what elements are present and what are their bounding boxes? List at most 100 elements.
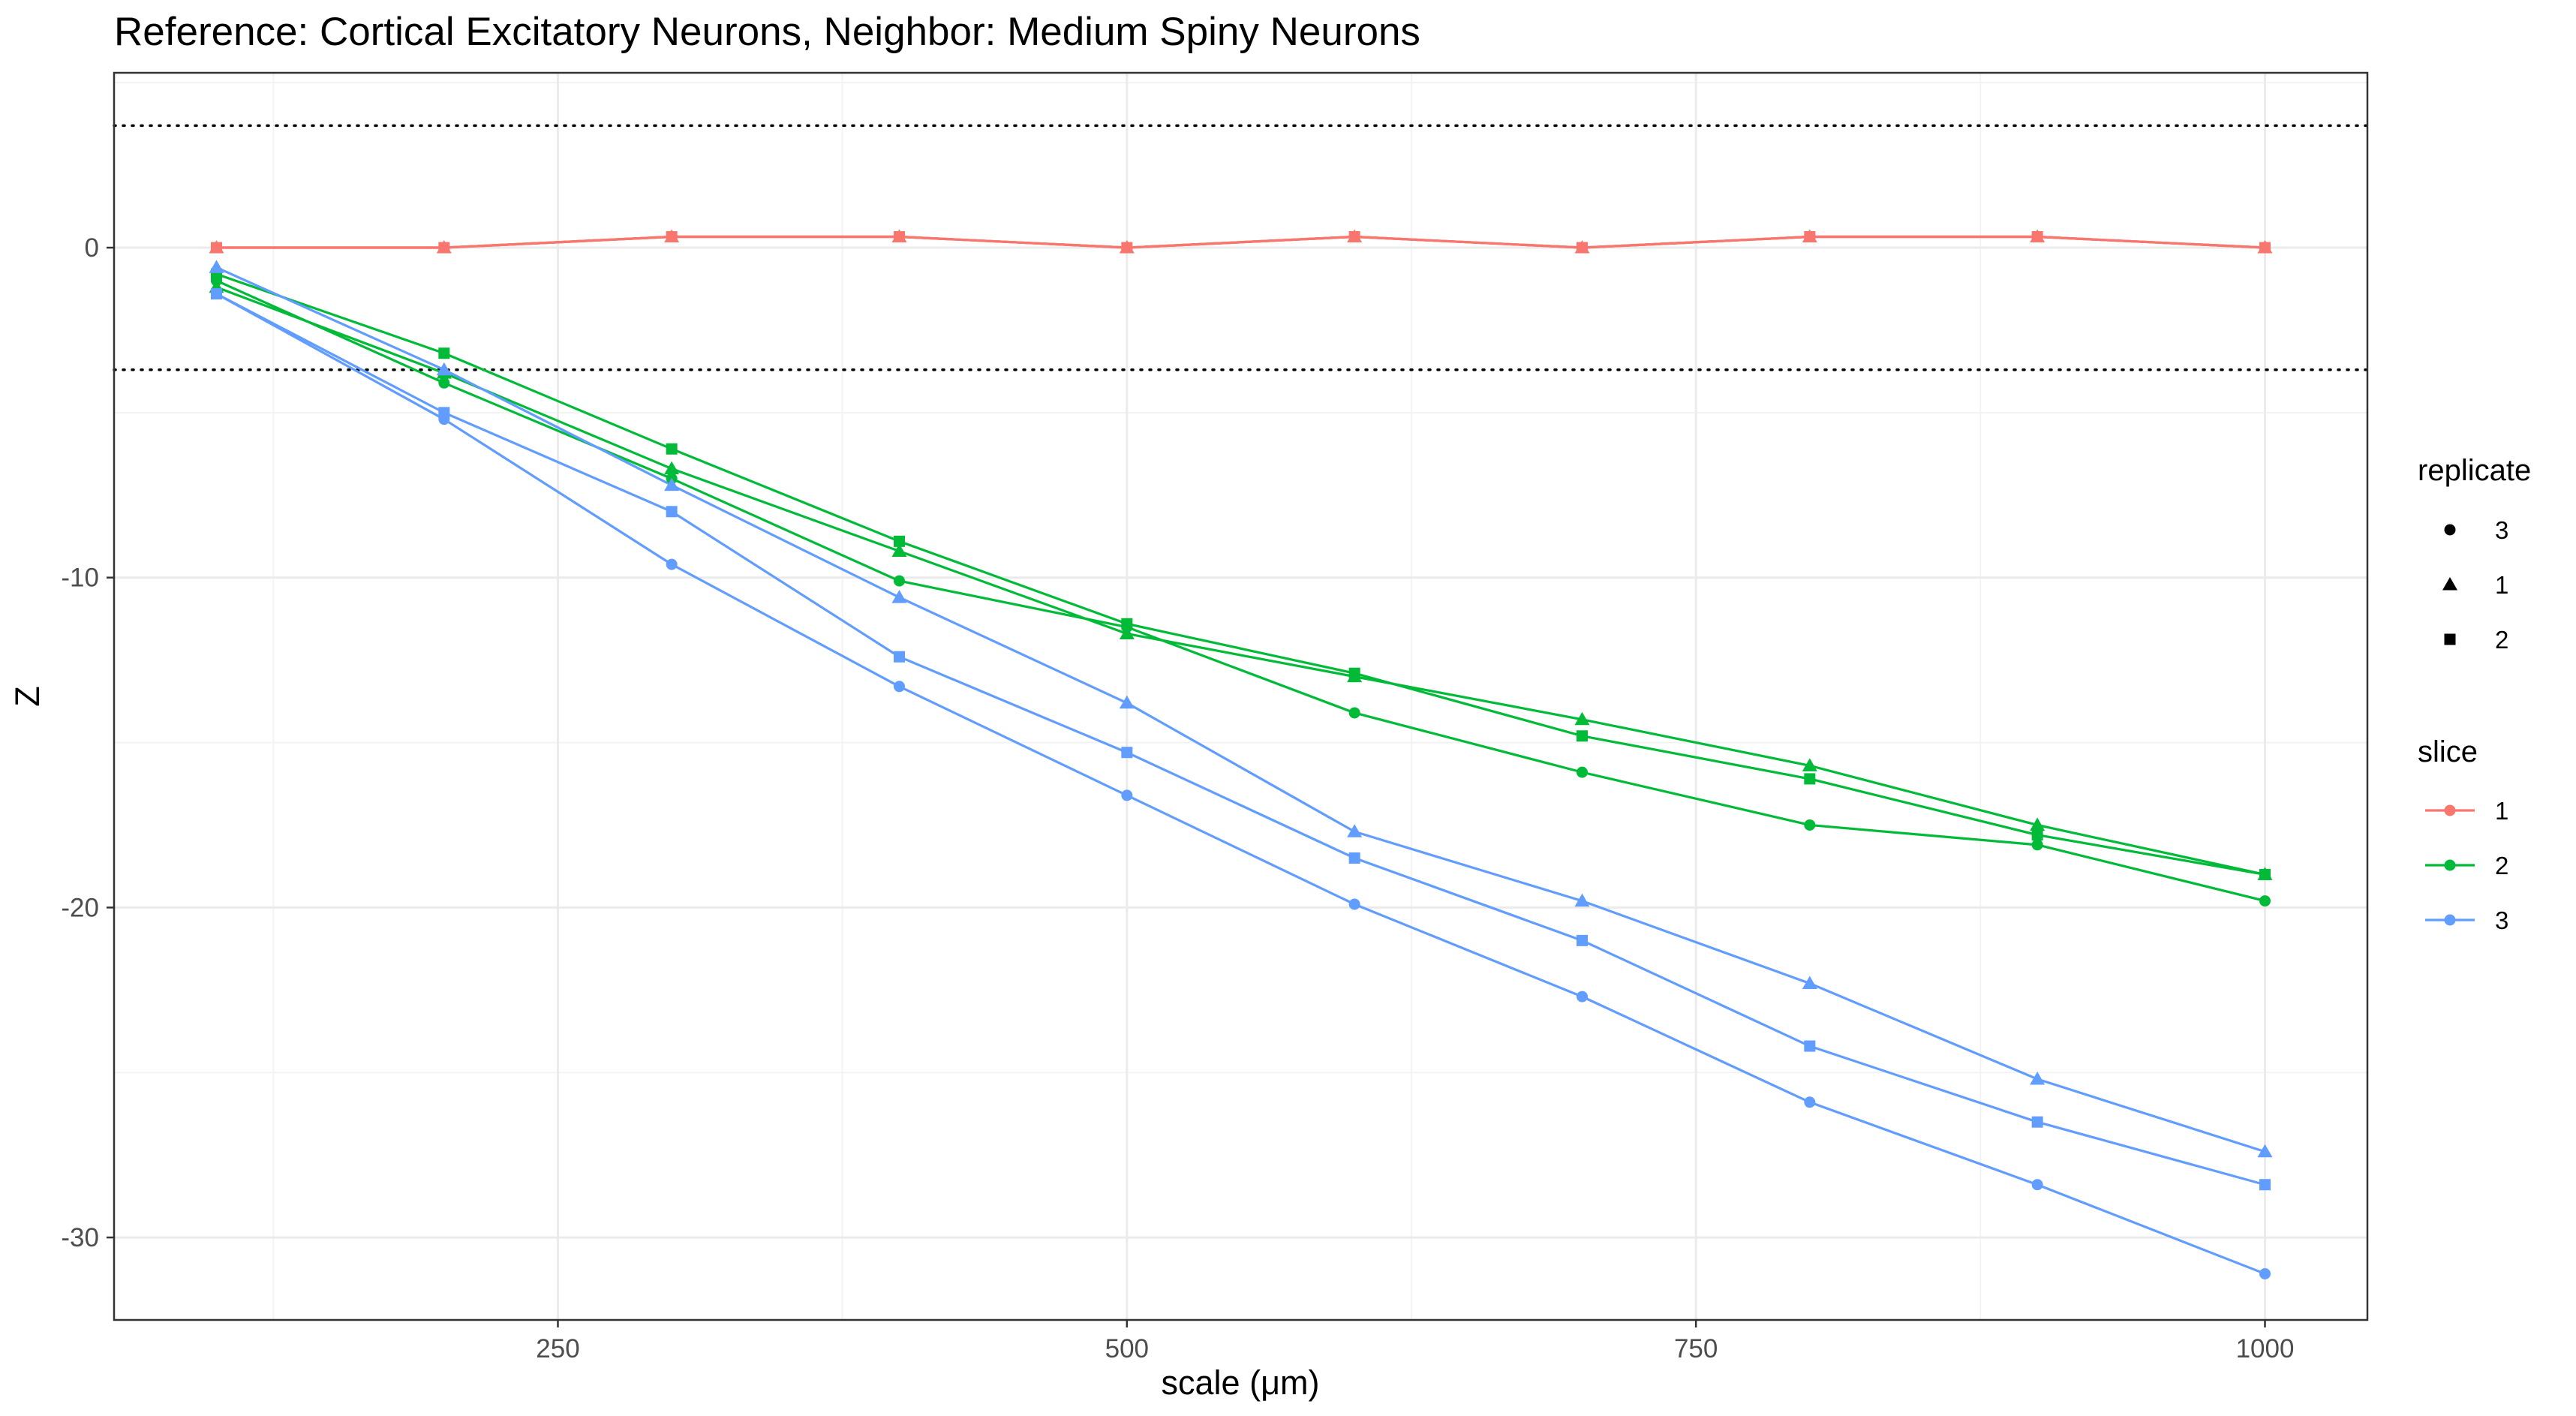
data-point-slice-3-replicate-1 xyxy=(2030,1072,2045,1085)
data-point-slice-3-replicate-3 xyxy=(666,558,678,570)
legend-replicate: replicate 3 1 2 xyxy=(2418,454,2531,654)
data-point-slice-2-replicate-2 xyxy=(1121,618,1133,630)
data-point-slice-2-replicate-2 xyxy=(2259,868,2271,880)
series-line-slice-3-replicate-1 xyxy=(215,266,2265,1153)
data-point-slice-3-replicate-3 xyxy=(2259,1267,2271,1279)
data-point-slice-3-replicate-2 xyxy=(666,506,678,518)
data-point-slice-3-replicate-2 xyxy=(1577,934,1588,946)
data-point-slice-1-replicate-2 xyxy=(2259,242,2271,254)
y-axis-title: Z xyxy=(8,686,47,707)
y-tick-label: 0 xyxy=(85,233,99,263)
legend-replicate-key-3 xyxy=(2444,524,2456,536)
data-point-slice-3-replicate-1 xyxy=(2257,1144,2273,1158)
data-point-slice-1-replicate-2 xyxy=(1121,242,1133,254)
data-point-slice-1-replicate-2 xyxy=(2031,231,2043,243)
y-tick-label: -20 xyxy=(61,893,99,922)
data-point-slice-3-replicate-3 xyxy=(1348,898,1360,910)
data-point-slice-3-replicate-2 xyxy=(2259,1179,2271,1191)
data-point-slice-3-replicate-3 xyxy=(1577,991,1588,1003)
data-point-slice-3-replicate-3 xyxy=(894,681,905,693)
series-line-slice-2-replicate-3 xyxy=(215,279,2265,903)
y-tick-label: -30 xyxy=(61,1223,99,1252)
data-point-slice-2-replicate-3 xyxy=(1804,819,1816,831)
data-point-slice-3-replicate-2 xyxy=(1348,852,1360,864)
data-point-slice-1-replicate-2 xyxy=(1577,242,1588,254)
data-point-slice-2-replicate-3 xyxy=(2259,895,2271,907)
x-tick-label: 750 xyxy=(1674,1334,1718,1363)
data-point-slice-3-replicate-1 xyxy=(1347,824,1363,837)
data-point-slice-3-replicate-2 xyxy=(2031,1116,2043,1128)
data-point-slice-3-replicate-1 xyxy=(1802,976,1817,990)
legend-replicate-label-3: 3 xyxy=(2495,516,2508,544)
data-point-slice-1-replicate-2 xyxy=(438,242,450,254)
data-point-slice-1-replicate-2 xyxy=(211,242,222,254)
x-tick-label: 250 xyxy=(536,1334,579,1363)
data-point-slice-1-replicate-2 xyxy=(1348,231,1360,243)
data-point-slice-2-replicate-2 xyxy=(438,347,450,359)
series-line-slice-2-replicate-2 xyxy=(215,272,2265,876)
data-point-slice-3-replicate-2 xyxy=(211,288,222,300)
data-point-slice-3-replicate-1 xyxy=(664,477,680,492)
data-point-slice-2-replicate-2 xyxy=(894,535,905,547)
data-point-slice-2-replicate-3 xyxy=(438,377,450,389)
data-point-slice-2-replicate-2 xyxy=(1348,667,1360,679)
series-line-slice-3-replicate-2 xyxy=(215,293,2265,1186)
legend-replicate-title: replicate xyxy=(2418,454,2531,487)
data-point-slice-3-replicate-3 xyxy=(1121,789,1133,801)
data-point-slice-2-replicate-3 xyxy=(894,575,905,587)
data-point-slice-1-replicate-2 xyxy=(1804,231,1816,243)
data-point-slice-3-replicate-2 xyxy=(1121,747,1133,759)
data-point-slice-2-replicate-2 xyxy=(2031,829,2043,841)
legend-replicate-key-1 xyxy=(2442,577,2457,591)
data-point-slice-2-replicate-1 xyxy=(2030,817,2045,831)
data-point-slice-2-replicate-1 xyxy=(1802,758,1817,771)
legend-slice-label-1: 1 xyxy=(2495,797,2508,825)
data-point-slice-3-replicate-1 xyxy=(1574,893,1590,907)
grid-major xyxy=(114,73,2367,1320)
data-point-slice-2-replicate-1 xyxy=(664,461,680,475)
legend-slice-title: slice xyxy=(2418,735,2478,768)
legend-replicate-label-1: 1 xyxy=(2495,571,2508,599)
series-line-slice-3-replicate-3 xyxy=(215,293,2266,1275)
data-point-slice-3-replicate-1 xyxy=(436,362,452,376)
data-point-slice-3-replicate-2 xyxy=(1804,1040,1816,1052)
data-point-slice-3-replicate-2 xyxy=(894,651,905,663)
data-point-slice-2-replicate-1 xyxy=(891,543,907,558)
series-line-slice-1-replicate-2 xyxy=(216,235,2265,249)
x-axis-ticks: 250 500 750 1000 xyxy=(536,1320,2294,1363)
data-point-slice-2-replicate-2 xyxy=(1804,773,1816,785)
data-point-slice-1-replicate-2 xyxy=(666,231,678,243)
data-point-slice-2-replicate-2 xyxy=(666,443,678,455)
legend-replicate-key-2 xyxy=(2444,633,2456,645)
chart-title: Reference: Cortical Excitatory Neurons, … xyxy=(114,10,1420,54)
data-point-slice-2-replicate-1 xyxy=(1119,626,1135,639)
reference-lines xyxy=(113,124,2369,371)
legend-slice-key-3 xyxy=(2444,914,2456,926)
data-point-slice-3-replicate-1 xyxy=(1119,695,1135,709)
y-axis-ticks: 0 -10 -20 -30 xyxy=(61,233,114,1252)
legend-slice-label-2: 2 xyxy=(2495,852,2508,879)
data-point-slice-3-replicate-3 xyxy=(2031,1179,2043,1191)
x-tick-label: 500 xyxy=(1105,1334,1149,1363)
data-point-slice-2-replicate-3 xyxy=(2031,839,2043,851)
data-point-slice-3-replicate-3 xyxy=(1804,1096,1816,1108)
x-tick-label: 1000 xyxy=(2236,1334,2295,1363)
series-line-slice-2-replicate-1 xyxy=(215,286,2265,876)
series-lines xyxy=(215,235,2266,1275)
grid-minor xyxy=(114,73,2367,1320)
data-point-slice-2-replicate-3 xyxy=(1348,707,1360,719)
legend-replicate-label-2: 2 xyxy=(2495,626,2508,654)
data-point-slice-3-replicate-1 xyxy=(209,260,224,273)
data-point-slice-1-replicate-2 xyxy=(894,231,905,243)
legend-slice-key-1 xyxy=(2444,804,2456,816)
data-point-slice-3-replicate-2 xyxy=(438,407,450,419)
legend-slice-key-2 xyxy=(2444,859,2456,871)
legend-slice-label-3: 3 xyxy=(2495,906,2508,934)
legend-slice: slice 1 2 3 xyxy=(2418,735,2508,934)
data-point-slice-2-replicate-2 xyxy=(1577,730,1588,742)
y-tick-label: -10 xyxy=(61,564,99,593)
data-point-slice-2-replicate-1 xyxy=(1574,711,1590,726)
data-point-slice-3-replicate-1 xyxy=(891,590,907,603)
x-axis-title: scale (μm) xyxy=(1162,1363,1320,1402)
